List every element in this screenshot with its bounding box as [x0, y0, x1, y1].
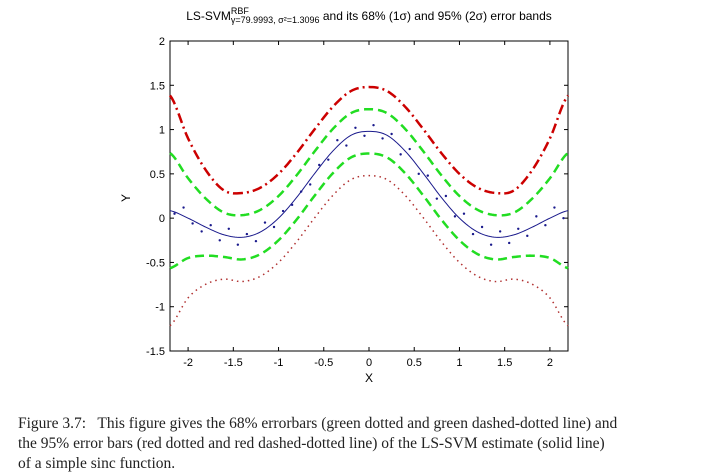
- y-tick-label: 2: [159, 36, 165, 48]
- caption-line: Figure 3.7: This figure gives the 68% er…: [18, 415, 618, 432]
- title-subscript: γ=79.9993, σ²=1.3096: [230, 15, 320, 25]
- chart-title: LS-SVM RBF γ=79.9993, σ²=1.3096 and its 68…: [0, 7, 720, 26]
- data-point: [381, 137, 384, 140]
- data-point: [453, 215, 457, 218]
- plot-area: [169, 40, 569, 352]
- x-tick-label: 0: [366, 357, 372, 369]
- data-point: [227, 227, 230, 230]
- data-point: [272, 225, 276, 229]
- data-point: [281, 209, 285, 213]
- x-tick-label: -0.5: [314, 357, 333, 369]
- data-point: [218, 239, 221, 242]
- x-axis-label: X: [365, 371, 373, 385]
- series-95-upper-line: [168, 85, 570, 195]
- data-point: [517, 227, 520, 230]
- data-point: [182, 206, 185, 209]
- y-axis-label: Y: [119, 194, 133, 202]
- caption-line: of a simple sinc function.: [18, 455, 176, 472]
- x-tick-label: 0.5: [407, 357, 422, 369]
- data-point: [526, 234, 529, 238]
- data-point: [345, 144, 348, 147]
- data-point: [480, 225, 484, 229]
- data-point: [435, 197, 439, 200]
- data-point: [399, 153, 402, 156]
- title-rest: and its 68% (1σ) and 95% (2σ) error band…: [319, 9, 552, 24]
- data-point: [390, 132, 393, 136]
- data-point: [309, 183, 312, 186]
- data-point: [489, 243, 493, 246]
- data-point: [254, 239, 258, 243]
- data-point: [363, 134, 366, 137]
- y-tick-label: -1.5: [146, 346, 165, 358]
- data-point: [336, 139, 339, 142]
- series-68-upper-line: [169, 107, 569, 217]
- data-point: [191, 222, 194, 225]
- y-tick-label: 0.5: [150, 169, 165, 181]
- x-tick-label: 2: [547, 357, 553, 369]
- data-point: [236, 243, 240, 246]
- y-tick-label: -0.5: [146, 257, 165, 269]
- data-point: [562, 216, 565, 220]
- x-tick-label: -2: [183, 357, 193, 369]
- data-point: [200, 230, 203, 233]
- caption-line: the 95% error bars (red dotted and red d…: [18, 435, 605, 452]
- figure-caption: Figure 3.7: This figure gives the 68% er…: [18, 414, 708, 474]
- data-point: [327, 158, 330, 161]
- title-scripts: RBF γ=79.9993, σ²=1.3096: [231, 7, 320, 25]
- data-point: [372, 123, 375, 127]
- series-estimate-line: [169, 130, 569, 238]
- x-tick-label: -1.5: [224, 357, 243, 369]
- x-tick-label: 1.5: [497, 357, 512, 369]
- y-tick-label: 1.5: [150, 80, 165, 92]
- data-point: [544, 224, 547, 227]
- data-point: [408, 147, 411, 151]
- data-point: [209, 224, 212, 227]
- data-point: [290, 203, 294, 207]
- series-95-lower-line: [169, 174, 569, 327]
- data-point: [173, 212, 176, 215]
- data-point: [263, 221, 267, 224]
- data-point: [471, 232, 475, 236]
- y-tick-label: -1: [155, 302, 165, 314]
- data-point: [498, 230, 502, 233]
- y-tick-label: 1: [159, 125, 165, 137]
- data-point: [444, 194, 448, 198]
- data-point: [462, 212, 466, 215]
- data-point: [245, 232, 249, 236]
- x-tick-label: 1: [456, 357, 462, 369]
- data-point: [508, 241, 511, 245]
- data-point: [318, 163, 321, 167]
- series-68-lower-line: [169, 152, 569, 270]
- data-point: [354, 126, 357, 129]
- y-tick-label: 0: [159, 213, 165, 225]
- data-point: [553, 206, 556, 209]
- x-tick-label: -1: [274, 357, 284, 369]
- data-point: [299, 190, 303, 193]
- title-superscript: RBF: [230, 6, 249, 16]
- chart: -2 -1.5 -1 -0.5 0 0.5 1 1.5 2 -1.5 -1 -0.5 0 0.5 1 1.5 2…: [119, 36, 570, 385]
- data-point: [417, 172, 420, 176]
- title-main: LS-SVM: [186, 9, 231, 24]
- data-point: [426, 174, 429, 177]
- data-point: [535, 215, 538, 218]
